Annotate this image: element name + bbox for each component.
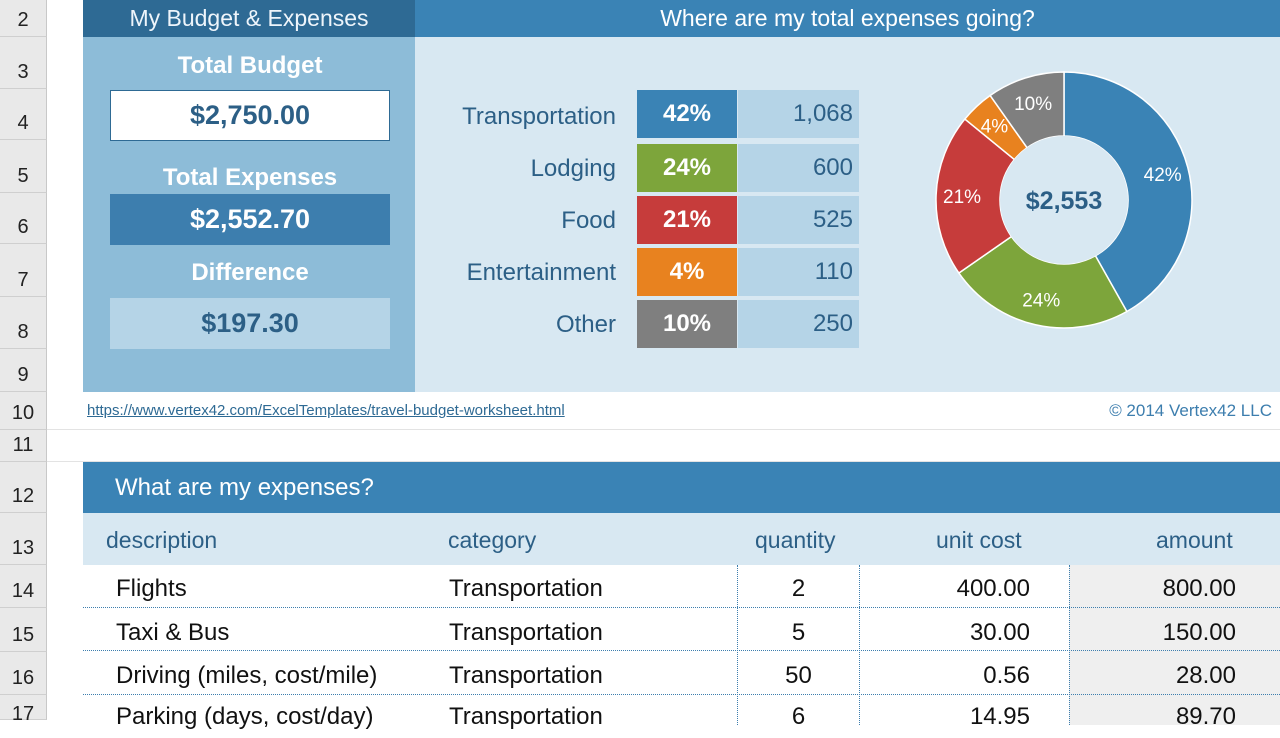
category-percent: 21% [637,196,737,244]
row-header[interactable]: 11 [0,430,47,462]
summary-title: Where are my total expenses going? [415,0,1280,37]
total-budget-label: Total Budget [177,52,323,79]
cell-description[interactable]: Parking (days, cost/day) [116,703,374,730]
cell-amount: 89.70 [1175,703,1236,730]
category-percent: 4% [637,248,737,296]
template-link[interactable]: https://www.vertex42.com/ExcelTemplates/… [87,402,565,419]
donut-slice-label: 21% [943,187,981,208]
column-divider [737,565,738,725]
total-expenses-label: Total Expenses [162,164,338,191]
column-divider [1069,565,1070,725]
row-header[interactable]: 13 [0,513,47,565]
gridline [47,429,1280,430]
row-header[interactable]: 16 [0,652,47,695]
row-header[interactable]: 17 [0,695,47,725]
cell-category[interactable]: Transportation [449,575,603,602]
cell-amount: 28.00 [1175,662,1236,689]
cell-category[interactable]: Transportation [449,703,603,730]
row-header[interactable]: 2 [0,0,47,37]
row-header[interactable]: 10 [0,392,47,430]
row-header[interactable]: 15 [0,608,47,652]
donut-hole [1000,136,1128,264]
cell-quantity[interactable]: 2 [791,575,806,602]
column-header-unit-cost: unit cost [936,527,1022,553]
budget-panel-title: My Budget & Expenses [83,0,415,37]
column-header-quantity: quantity [755,527,836,553]
category-name: Other [555,311,616,338]
difference-value: $197.30 [110,298,390,349]
table-row[interactable] [83,608,1280,651]
cell-description[interactable]: Taxi & Bus [116,619,230,646]
amount-column-background [1069,565,1280,725]
cell-amount: 800.00 [1162,575,1236,602]
cell-unit-cost[interactable]: 14.95 [969,703,1030,730]
expenses-section-title: What are my expenses? [83,462,1280,513]
cell-unit-cost[interactable]: 400.00 [956,575,1030,602]
difference-label: Difference [191,259,309,286]
cell-description[interactable]: Flights [116,575,187,602]
column-header-amount: amount [1156,527,1233,553]
donut-center-total: $2,553 [1026,187,1102,215]
category-amount: 250 [738,300,859,348]
row-header[interactable]: 7 [0,244,47,297]
category-amount: 110 [738,248,859,296]
row-header[interactable]: 6 [0,193,47,244]
cell-category[interactable]: Transportation [449,662,603,689]
donut-slice-label: 42% [1144,165,1182,186]
donut-slice-label: 24% [1022,290,1060,311]
category-name: Transportation [462,103,616,130]
cell-quantity[interactable]: 5 [791,619,806,646]
cell-quantity[interactable]: 6 [791,703,806,730]
copyright-text: © 2014 Vertex42 LLC [1109,401,1272,420]
category-name: Food [561,207,616,234]
total-expenses-value: $2,552.70 [110,194,390,245]
row-header[interactable]: 12 [0,462,47,513]
table-row[interactable] [83,565,1280,608]
column-header-category: category [448,527,537,553]
cell-amount: 150.00 [1162,619,1236,646]
gridline [47,461,1280,462]
cell-description[interactable]: Driving (miles, cost/mile) [116,662,378,689]
row-header[interactable]: 8 [0,297,47,349]
cell-unit-cost[interactable]: 30.00 [969,619,1030,646]
column-header-description: description [106,527,218,553]
total-budget-input[interactable]: $2,750.00 [110,90,390,141]
category-percent: 42% [637,90,737,138]
table-row[interactable] [83,652,1280,695]
donut-slice-label: 4% [981,116,1009,137]
category-name: Lodging [530,155,616,182]
category-percent: 24% [637,144,737,192]
category-amount: 525 [738,196,859,244]
expenses-donut-chart: 42% 24% 21% 4%10% $2,553 [935,71,1193,329]
category-name: Entertainment [466,259,616,286]
row-header[interactable]: 14 [0,565,47,608]
category-amount: 1,068 [738,90,859,138]
donut-slice-label: 10% [1014,94,1052,115]
cell-quantity[interactable]: 50 [785,662,812,689]
row-header[interactable]: 9 [0,349,47,392]
row-header[interactable]: 5 [0,140,47,193]
expenses-table-header [83,513,1280,565]
cell-category[interactable]: Transportation [449,619,603,646]
column-divider [859,565,860,725]
cell-unit-cost[interactable]: 0.56 [983,662,1030,689]
category-percent: 10% [637,300,737,348]
row-header[interactable]: 4 [0,89,47,140]
category-amount: 600 [738,144,859,192]
row-header[interactable]: 3 [0,37,47,89]
